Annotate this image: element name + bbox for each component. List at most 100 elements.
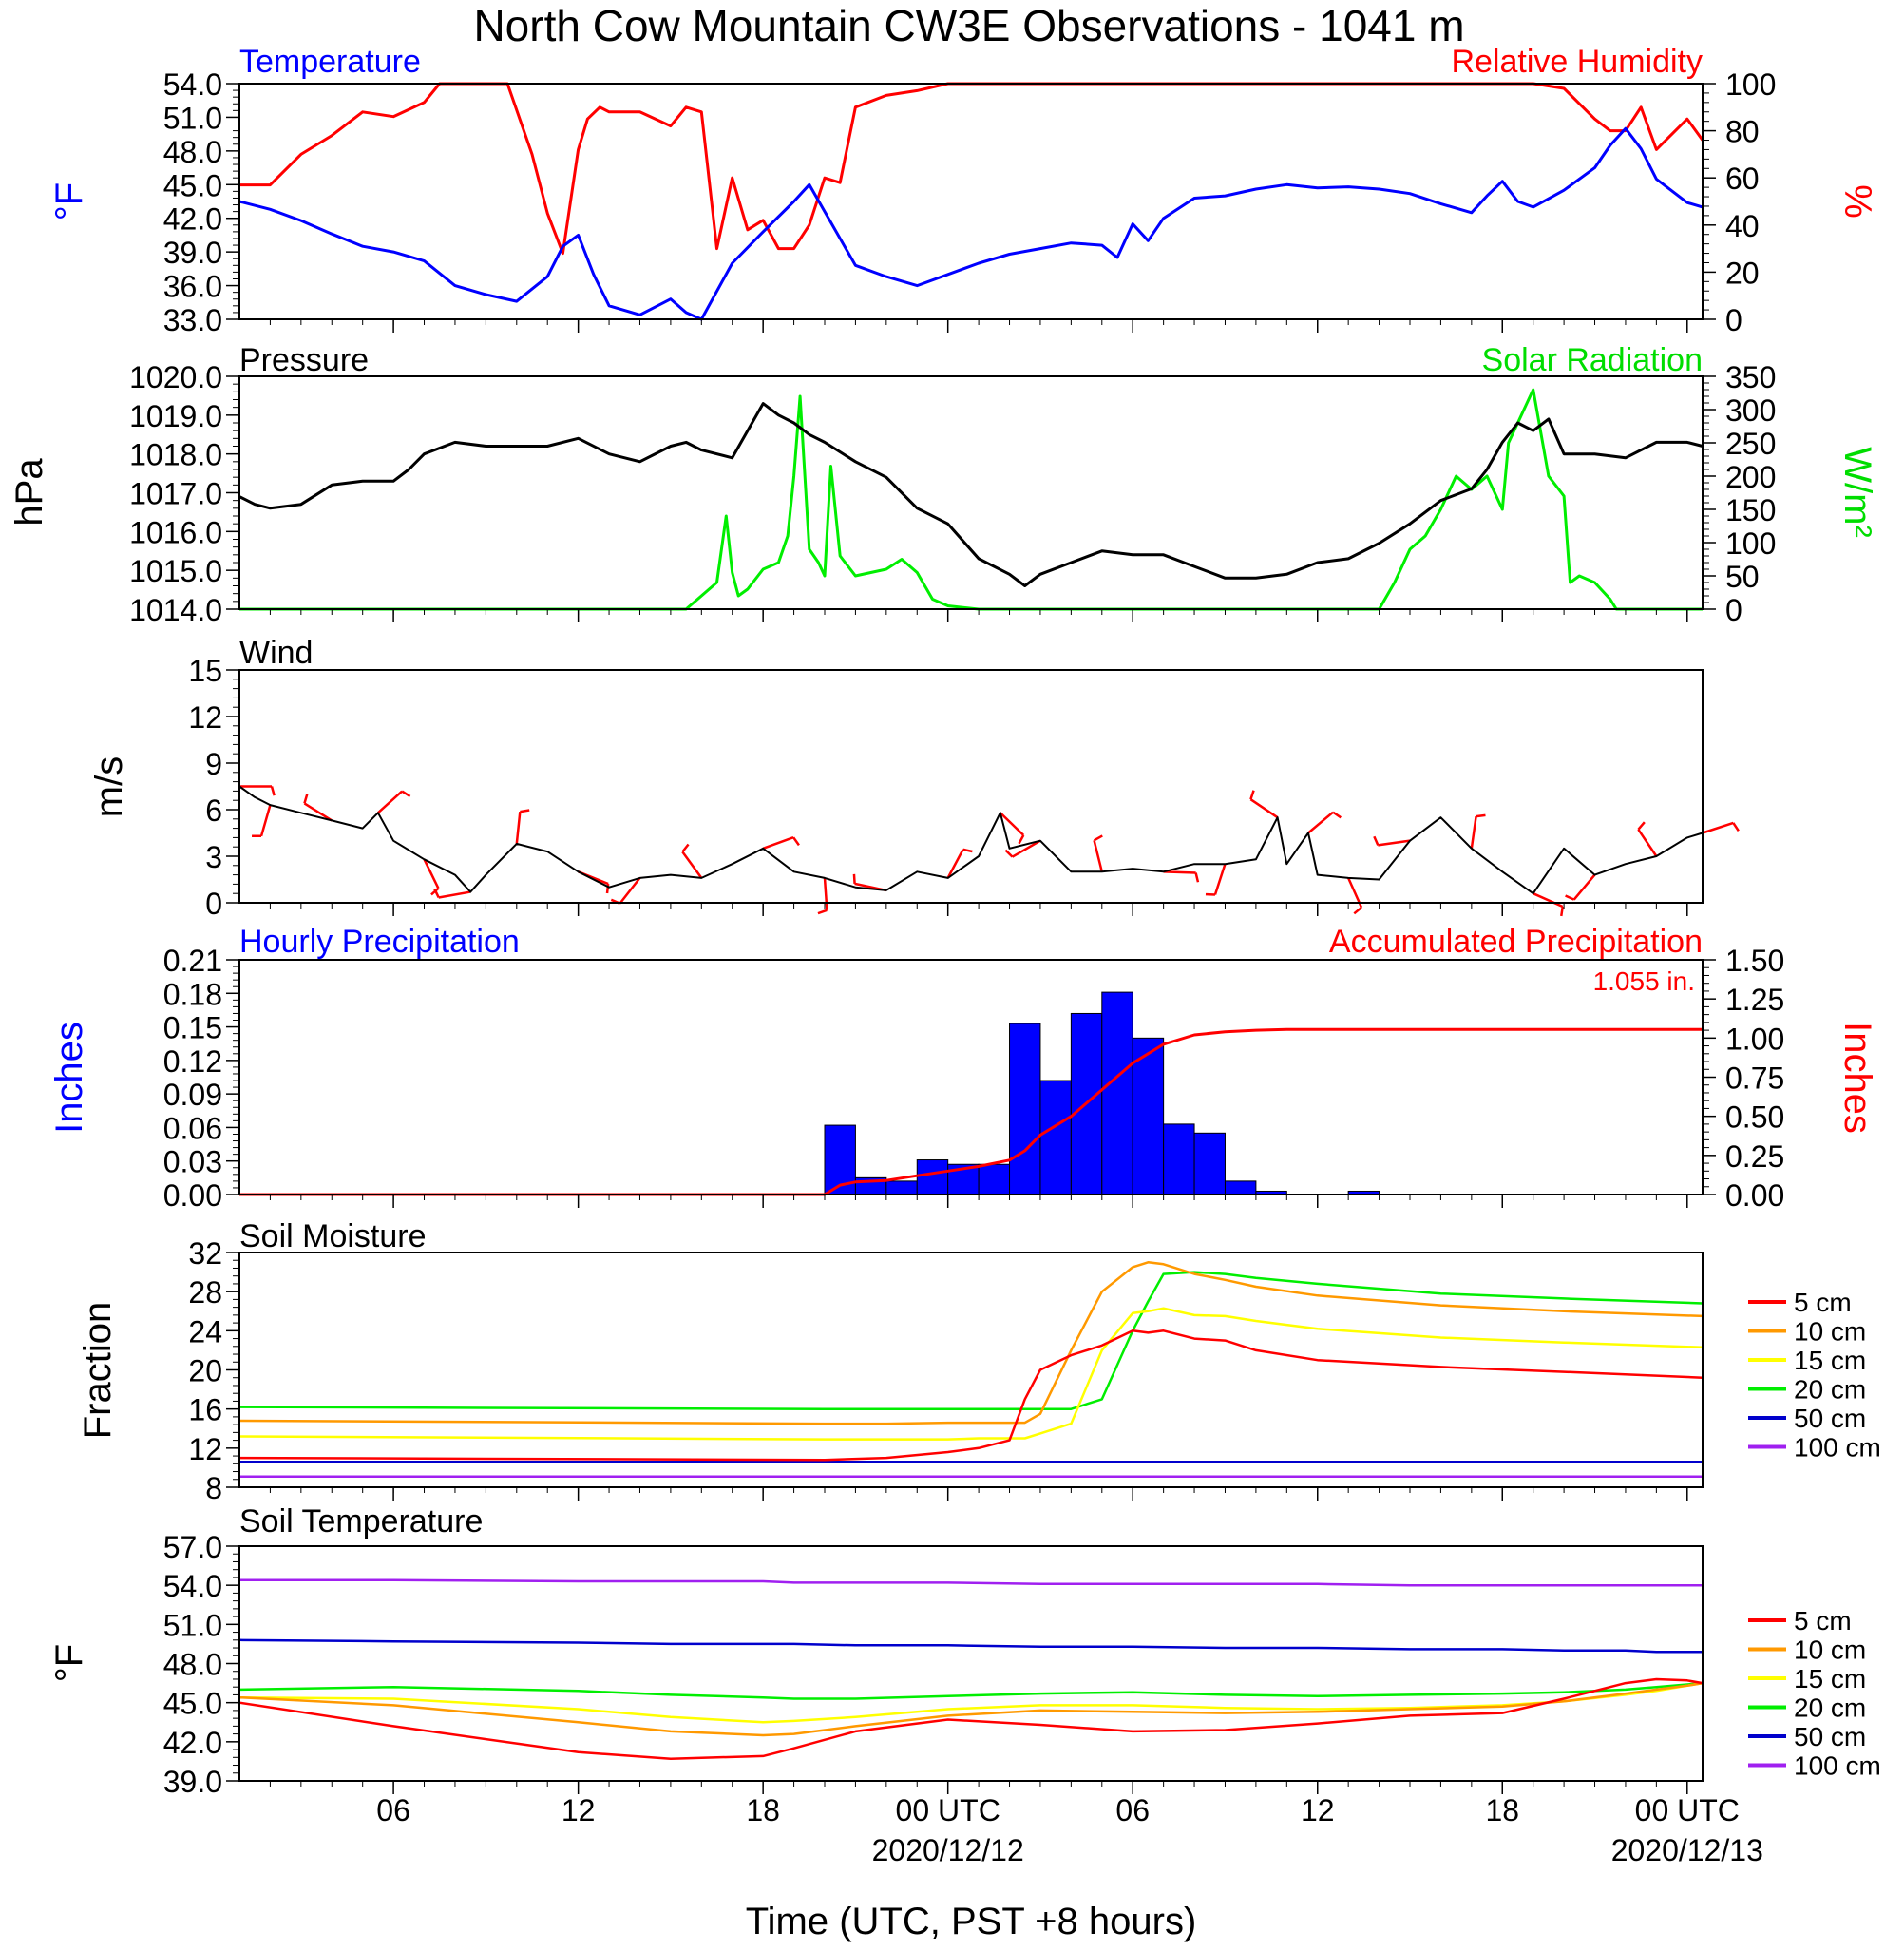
wind-barb [999,812,1025,836]
wind-barb [681,851,703,879]
precip-bar [1009,1023,1041,1195]
legend-label: 20 cm [1794,1375,1866,1405]
moist-y-tick-label: 8 [205,1471,222,1505]
figure-title: North Cow Mountain CW3E Observations - 1… [473,1,1464,50]
temp-y-tick-label: 42.0 [163,202,222,237]
precip-bar [916,1159,949,1195]
wind-barb-feather [1732,822,1740,832]
wind-barb [515,811,522,845]
wind-barb-feather [792,836,800,847]
wind-y-tick-label: 15 [188,654,222,688]
precip-bar [1224,1180,1257,1195]
wind-barb-feather [962,848,973,853]
soil-moisture-frame [238,1252,1704,1488]
pressure-y-tick-label: 1019.0 [129,399,222,433]
solar-y-tick-label: 0 [1725,593,1742,627]
precip-left-ylabel: Inches [48,1022,90,1134]
wind-barb [1637,829,1658,857]
precip-bar [1163,1123,1195,1195]
wind-barb-feather [401,790,411,797]
humidity-line [239,82,1704,256]
wind-speed-line [238,785,1704,895]
temperature-title: Temperature [239,44,421,80]
soil-line-15cm [238,1681,1704,1724]
wind-barb-feather [605,883,610,894]
x-tick-label: 18 [1485,1793,1519,1827]
precip-right-ylabel: Inches [1837,1022,1878,1134]
wind-barb-feather [1332,811,1342,819]
accum-precip-line [239,1027,1703,1196]
pressure-title: Pressure [239,342,369,378]
precip-y-tick-label: 0.09 [163,1078,222,1112]
soil-line-10cm [238,1261,1704,1425]
wind-barb [423,858,440,889]
soil-line-10cm [238,1681,1704,1737]
wind-barb [1011,839,1041,858]
wind-barb-feather [1637,821,1646,831]
precip-y-tick-label: 0.21 [163,944,222,978]
wind-barb [1307,811,1334,834]
soil-temp-panel: Soil Temperature 39.0 42.0 45.0 48.0 51.0 54.… [48,1503,1881,1799]
moist-y-tick-label: 16 [188,1393,222,1427]
legend-label: 50 cm [1794,1404,1866,1433]
precip-y-tick-label: 0.00 [163,1178,222,1213]
soil-temp-title: Soil Temperature [239,1503,483,1540]
stemp-y-tick-label: 45.0 [163,1687,222,1721]
wind-y-tick-label: 9 [205,747,222,781]
pressure-y-tick-label: 1020.0 [129,360,222,394]
hourly-precip-title: Hourly Precipitation [239,924,520,960]
precip-y-tick-label: 0.18 [163,977,222,1011]
solar-y-tick-label: 50 [1725,560,1760,594]
x-tick-label: 12 [562,1793,596,1827]
precip-panel: Hourly Precipitation Accumulated Precipi… [48,924,1878,1213]
wind-frame [238,669,1704,904]
rh-y-tick-label: 0 [1725,303,1742,337]
wind-title: Wind [239,635,313,671]
accum-y-tick-label: 0.00 [1725,1178,1784,1213]
wind-barb-feather [433,888,440,899]
stemp-y-tick-label: 51.0 [163,1608,222,1642]
wind-barb [1470,815,1477,850]
x-axis: 06 12 18 00 UTC 2020/12/12 06 12 18 00 UTC 2020/1… [376,1793,1763,1867]
soil-temp-ylabel: °F [48,1644,90,1682]
precip-y-tick-label: 0.15 [163,1011,222,1045]
moist-y-tick-label: 12 [188,1432,222,1466]
rh-y-tick-label: 40 [1725,209,1760,243]
x-tick-date: 2020/12/12 [872,1833,1024,1867]
wind-barb [762,836,794,851]
wind-barb [438,890,471,899]
temp-y-tick-label: 33.0 [163,303,222,337]
x-tick-label: 00 UTC [896,1793,1000,1827]
accum-y-tick-label: 0.75 [1725,1062,1784,1096]
temp-y-tick-label: 36.0 [163,270,222,304]
solar-y-tick-label: 100 [1725,526,1776,561]
wind-barb [1163,870,1196,874]
precip-y-tick-label: 0.06 [163,1111,222,1145]
x-tick-date: 2020/12/13 [1611,1833,1763,1867]
wind-barb-feather [817,909,828,915]
rh-y-tick-label: 80 [1725,115,1760,149]
accum-total-label: 1.055 in. [1593,966,1695,996]
pressure-y-tick-label: 1015.0 [129,554,222,588]
soil-temp-frame [238,1545,1704,1782]
accum-y-tick-label: 0.50 [1725,1100,1784,1135]
humidity-title: Relative Humidity [1451,44,1703,80]
wind-barb-feather [681,843,690,853]
accum-y-tick-label: 1.50 [1725,944,1784,978]
rh-y-tick-label: 60 [1725,162,1760,196]
wind-barb [1213,863,1227,895]
wind-barb [377,790,403,814]
wind-plot: 0 3 6 9 12 15 [188,654,1740,921]
stemp-y-tick-label: 42.0 [163,1726,222,1760]
wind-y-tick-label: 6 [205,794,222,828]
wind-ylabel: m/s [88,756,130,817]
wind-barb-feather [303,794,309,804]
wind-barb [823,877,828,910]
wind-barb [1702,821,1734,834]
soil-moisture-panel: Soil Moisture 8 12 16 20 24 28 32 Fraction 5 c… [77,1218,1881,1505]
wind-barb [946,849,964,879]
wind-barb [1378,839,1411,847]
wind-panel: Wind 0 3 6 9 12 15 m/s [88,635,1740,921]
soil-line-50cm [238,1638,1703,1654]
